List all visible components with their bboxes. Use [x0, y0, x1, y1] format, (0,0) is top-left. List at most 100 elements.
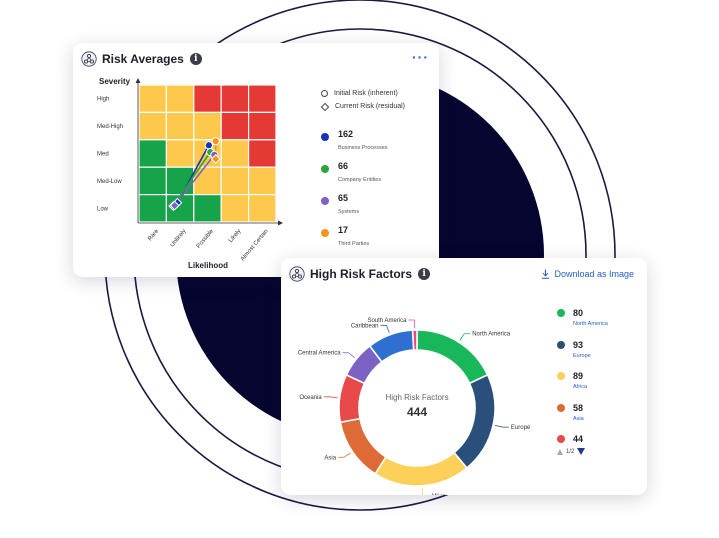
- matrix-cell: [248, 84, 277, 113]
- download-icon: [542, 269, 550, 279]
- donut-slice[interactable]: [374, 451, 468, 487]
- stat-dot: [321, 229, 329, 237]
- matrix-cell: [193, 166, 222, 196]
- stat-value: 162: [338, 129, 354, 139]
- matrix-cell: [165, 139, 195, 168]
- risk-card-header: Risk Averages i: [81, 50, 202, 68]
- matrix-cell: [193, 194, 222, 223]
- x-axis-arrow: [278, 220, 283, 226]
- download-label: Download as Image: [554, 269, 634, 279]
- donut-slice[interactable]: [452, 373, 496, 470]
- donut-slice[interactable]: [416, 329, 489, 385]
- initial-risk-point[interactable]: [204, 141, 213, 150]
- label-leader-line: [459, 333, 471, 341]
- info-icon[interactable]: i: [189, 53, 202, 65]
- pager-next-button[interactable]: [577, 448, 586, 455]
- matrix-cell: [138, 111, 167, 141]
- high-risk-factors-card: High Risk Factors i Download as Image No…: [281, 258, 647, 495]
- y-tick-label: Med-High: [97, 124, 123, 130]
- region-label: Asia: [324, 455, 336, 461]
- matrix-cell: [220, 166, 250, 196]
- network-icon: [81, 51, 97, 67]
- label-leader-line: [494, 425, 509, 428]
- diamond-symbol-icon: [320, 102, 330, 111]
- label-leader-line: [338, 452, 351, 458]
- x-tick-label: Rare: [147, 228, 160, 242]
- region-label: Caribbean: [351, 323, 379, 329]
- region-dot: [557, 404, 565, 412]
- x-tick-label: Almost Certain: [240, 228, 270, 262]
- circle-symbol-icon: [321, 90, 328, 97]
- region-dot: [557, 435, 565, 443]
- x-axis-title: Likelihood: [188, 261, 228, 270]
- pager-label: 1/2: [566, 448, 575, 455]
- initial-risk-point[interactable]: [211, 137, 220, 146]
- legend-initial-label: Initial Risk (inherent): [334, 90, 398, 97]
- stat-label: Systems: [338, 209, 360, 215]
- y-axis-title: Severity: [99, 77, 131, 86]
- matrix-cell: [220, 139, 250, 168]
- stat-label: Third Parties: [338, 241, 370, 247]
- risk-legend: Initial Risk (inherent) Current Risk (re…: [320, 87, 431, 113]
- region-label: South America: [367, 318, 407, 324]
- region-label: North America: [472, 332, 511, 338]
- factors-card-header: High Risk Factors i: [289, 265, 431, 283]
- more-options-button[interactable]: ···: [412, 49, 429, 65]
- legend-current-label: Current Risk (residual): [335, 103, 406, 110]
- risk-averages-card: Risk Averages i ··· Severity Likelihood …: [73, 43, 439, 277]
- stat-dot: [321, 197, 329, 205]
- risk-trend-line: [173, 154, 215, 207]
- region-label: Africa: [431, 494, 447, 495]
- region-name: Europe: [573, 353, 591, 359]
- label-leader-line: [408, 319, 416, 329]
- matrix-cell: [248, 111, 277, 141]
- region-value: 44: [573, 434, 584, 444]
- y-tick-label: Med: [97, 152, 109, 158]
- matrix-cell: [248, 139, 277, 168]
- matrix-cell: [138, 166, 167, 196]
- legend-pager: 1/2: [557, 448, 586, 455]
- current-risk-point[interactable]: [210, 154, 221, 164]
- stat-label: Company Entities: [338, 177, 382, 183]
- y-tick-label: High: [97, 97, 109, 103]
- label-leader-line: [380, 325, 390, 334]
- matrix-cell: [220, 111, 250, 141]
- matrix-cell: [165, 84, 195, 113]
- region-dot: [557, 309, 565, 317]
- info-icon[interactable]: i: [418, 268, 431, 280]
- donut-chart: North America Europe Africa Asia Oceania Cent…: [298, 318, 531, 495]
- current-risk-point[interactable]: [169, 200, 180, 211]
- x-tick-label: Possible: [196, 228, 216, 250]
- risk-card-title: Risk Averages: [102, 52, 184, 66]
- risk-matrix-chart: Severity Likelihood High Med-High Med Med-L…: [97, 77, 283, 270]
- stat-value: 66: [338, 161, 349, 171]
- label-leader-line: [323, 396, 338, 399]
- donut-slice[interactable]: [411, 329, 418, 351]
- matrix-cell: [138, 194, 167, 223]
- label-leader-line: [342, 352, 356, 359]
- stat-dot: [321, 165, 329, 173]
- region-dot: [557, 341, 565, 349]
- pager-prev-button[interactable]: [557, 448, 563, 455]
- matrix-cell: [220, 84, 250, 113]
- donut-slice[interactable]: [339, 417, 387, 475]
- donut-center-value: 444: [407, 405, 427, 419]
- region-label: Oceania: [299, 395, 322, 401]
- legend-current-risk: Current Risk (residual): [320, 100, 431, 113]
- donut-center-title: High Risk Factors: [385, 393, 448, 402]
- region-value: 93: [573, 340, 584, 350]
- download-image-button[interactable]: Download as Image: [541, 269, 634, 279]
- matrix-cell: [248, 194, 277, 223]
- stat-label: Business Processes: [338, 145, 388, 151]
- region-dot: [557, 372, 565, 380]
- matrix-cell: [165, 111, 195, 141]
- region-value: 58: [573, 403, 584, 413]
- x-tick-label: Unlikely: [170, 228, 188, 248]
- matrix-cell: [138, 84, 167, 113]
- label-leader-line: [421, 487, 423, 495]
- region-label: Europe: [511, 425, 531, 431]
- stat-value: 65: [338, 193, 349, 203]
- region-name: Asia: [573, 416, 584, 422]
- matrix-cell: [193, 84, 222, 113]
- factors-card-title: High Risk Factors: [310, 267, 413, 281]
